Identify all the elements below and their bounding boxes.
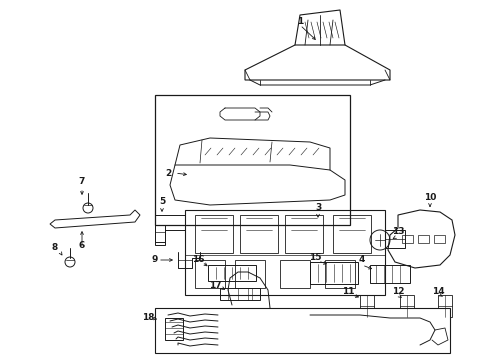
Text: 10: 10 <box>423 194 435 202</box>
Text: 7: 7 <box>79 177 85 186</box>
Bar <box>195 215 232 253</box>
Bar <box>401 235 412 243</box>
Text: 4: 4 <box>358 256 365 265</box>
Text: 16: 16 <box>191 256 204 265</box>
Bar <box>384 230 404 248</box>
Bar <box>399 295 413 317</box>
Bar <box>195 260 224 288</box>
Text: 8: 8 <box>52 243 58 252</box>
Bar <box>369 265 409 283</box>
Text: 3: 3 <box>314 203 321 212</box>
Text: 2: 2 <box>164 168 171 177</box>
Bar <box>285 215 323 253</box>
Text: 17: 17 <box>208 280 221 289</box>
Bar <box>155 95 349 225</box>
Text: 6: 6 <box>79 240 85 249</box>
Bar <box>332 215 370 253</box>
Bar <box>417 235 428 243</box>
Bar <box>437 295 451 317</box>
Text: 5: 5 <box>159 198 165 207</box>
Bar <box>220 288 260 300</box>
Bar <box>240 215 278 253</box>
Bar <box>433 235 444 243</box>
Text: 11: 11 <box>341 288 353 297</box>
Bar <box>359 295 373 317</box>
Text: 14: 14 <box>431 288 444 297</box>
Bar <box>235 260 264 288</box>
Text: 13: 13 <box>391 228 404 237</box>
Bar <box>325 260 354 288</box>
Text: 18: 18 <box>142 314 154 323</box>
Bar <box>184 210 384 295</box>
Bar <box>164 318 183 340</box>
Text: 1: 1 <box>296 18 303 27</box>
Bar <box>280 260 309 288</box>
Bar <box>309 262 357 284</box>
Bar <box>207 265 256 281</box>
Text: 9: 9 <box>151 256 158 265</box>
Text: 12: 12 <box>391 288 404 297</box>
Text: 15: 15 <box>308 253 321 262</box>
Bar <box>155 308 449 353</box>
